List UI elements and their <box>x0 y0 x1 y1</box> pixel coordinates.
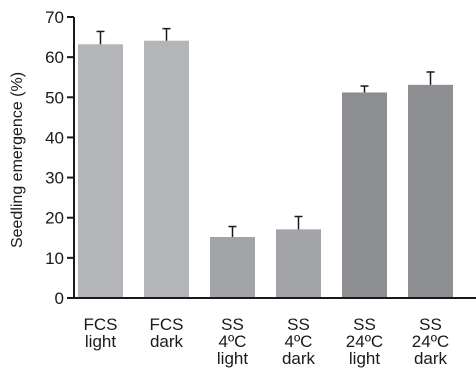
error-bars-group <box>96 27 435 237</box>
x-tick-label-line: 24ºC <box>346 332 383 351</box>
y-axis-title: Seedling emergence (%) <box>9 72 26 248</box>
x-tick-label-line: dark <box>414 349 448 368</box>
y-tick-label: 50 <box>45 88 64 107</box>
x-tick-label: SS 4ºC light <box>217 315 248 368</box>
bar <box>144 40 189 298</box>
x-tick-label-line: SS <box>419 315 442 334</box>
x-tick-label-line: dark <box>150 332 184 351</box>
error-bar <box>228 225 237 237</box>
x-tick-label: SS 4ºC dark <box>282 315 316 368</box>
x-tick-label-line: FCS <box>84 315 118 334</box>
bars-group <box>78 40 453 299</box>
x-tick-label-line: light <box>349 349 380 368</box>
y-axis: 0 10 20 30 40 50 60 70 <box>45 8 74 308</box>
x-tick-label: FCS dark <box>150 315 184 351</box>
error-bar <box>162 27 171 41</box>
x-tick-label-line: SS <box>353 315 376 334</box>
y-tick-label: 70 <box>45 8 64 27</box>
x-tick-label-line: 4ºC <box>285 332 313 351</box>
error-bar <box>96 30 105 45</box>
x-tick-label-line: light <box>217 349 248 368</box>
x-tick-label-line: dark <box>282 349 316 368</box>
x-tick-label-line: SS <box>287 315 310 334</box>
x-tick-label-line: FCS <box>150 315 184 334</box>
x-tick-label: SS 24ºC dark <box>412 315 449 368</box>
x-tick-label-line: 24ºC <box>412 332 449 351</box>
x-tick-label-line: 4ºC <box>219 332 247 351</box>
x-tick-label: FCS light <box>84 315 118 351</box>
y-tick-label: 20 <box>45 209 64 228</box>
y-tick-label: 0 <box>55 289 64 308</box>
error-bar <box>294 215 303 230</box>
error-bar <box>426 71 435 85</box>
y-tick-label: 10 <box>45 249 64 268</box>
x-tick-label-line: light <box>85 332 116 351</box>
bar <box>342 92 387 299</box>
bar <box>210 236 255 298</box>
y-tick-label: 60 <box>45 48 64 67</box>
bar <box>78 44 123 298</box>
bar <box>276 229 321 298</box>
y-tick-label: 30 <box>45 169 64 188</box>
y-tick-label: 40 <box>45 128 64 147</box>
x-tick-label: SS 24ºC light <box>346 315 383 368</box>
error-bar <box>360 85 369 93</box>
bar <box>408 84 453 298</box>
x-tick-label-line: SS <box>221 315 244 334</box>
